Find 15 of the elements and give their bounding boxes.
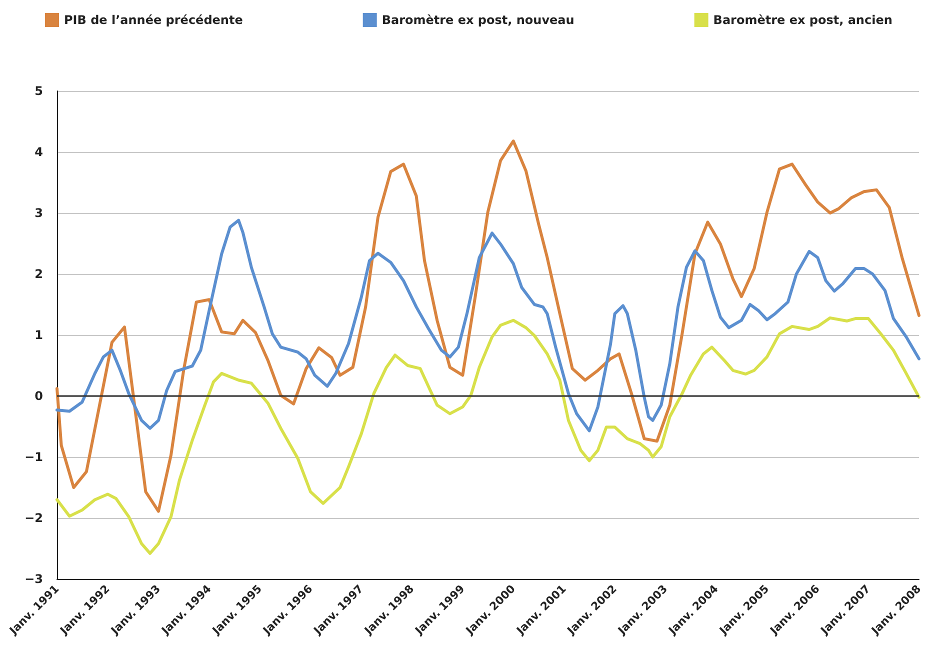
y-tick-label: 5 [34,84,43,98]
legend-label: Baromètre ex post, nouveau [382,13,574,27]
y-tick-label: −2 [24,511,43,525]
y-tick-label: −1 [24,450,43,464]
line-series [56,316,920,555]
line-series [56,218,920,432]
y-tick-label: 4 [34,145,43,159]
legend-label: PIB de l’année précédente [64,13,243,27]
y-tick-label: 3 [34,206,43,220]
legend-label: Baromètre ex post, ancien [713,13,892,27]
y-tick-label: −3 [24,572,43,586]
y-tick-label: 2 [34,267,43,281]
line-series [56,140,920,513]
y-tick-label: 0 [34,389,43,403]
y-tick-label: 1 [34,328,43,342]
